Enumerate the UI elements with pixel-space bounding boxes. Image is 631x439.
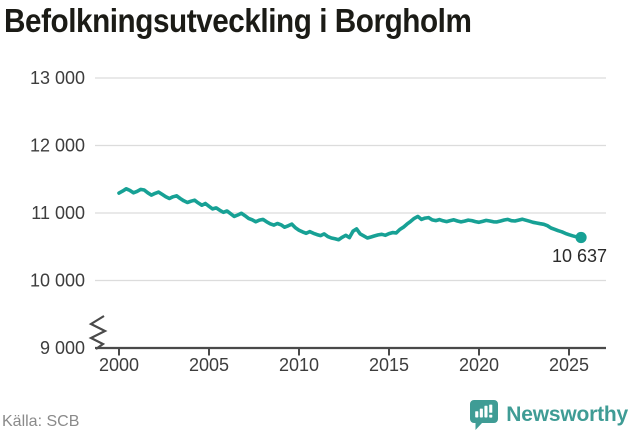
population-line-group <box>117 187 587 244</box>
y-tick-label: 10 000 <box>30 271 85 291</box>
axis-break-icon <box>88 315 108 350</box>
y-tick-label: 11 000 <box>31 203 85 223</box>
x-axis: 2000 2005 2010 2015 2020 2025 <box>95 346 606 375</box>
logo-bubble-shape <box>470 400 499 430</box>
newsworthy-brand-name: Newsworthy <box>506 403 628 426</box>
last-value-label: 10 637 <box>551 246 607 266</box>
source-note: Källa: SCB <box>2 413 80 430</box>
y-tick-label: 9 000 <box>40 338 85 358</box>
last-point-marker <box>575 231 587 244</box>
axis-break-squiggle <box>88 315 108 350</box>
x-tick-label: 2005 <box>189 355 229 375</box>
x-tick-label: 2025 <box>549 355 589 375</box>
x-tick-label: 2015 <box>369 355 409 375</box>
newsworthy-brand-link[interactable]: Newsworthy <box>469 399 628 431</box>
page-title: Befolkningsutveckling i Borgholm <box>4 2 472 39</box>
population-line <box>117 187 583 242</box>
logo-bars-glyph <box>475 404 493 418</box>
x-tick-label: 2000 <box>99 355 139 375</box>
y-tick-label: 12 000 <box>30 136 85 156</box>
y-axis-labels: 13 000 12 000 11 000 10 000 9 000 <box>30 68 85 358</box>
gridlines <box>95 77 606 282</box>
newsworthy-logo-icon <box>470 400 499 430</box>
y-tick-label: 13 000 <box>30 68 85 88</box>
x-tick-label: 2020 <box>459 355 499 375</box>
x-tick-label: 2010 <box>279 355 319 375</box>
